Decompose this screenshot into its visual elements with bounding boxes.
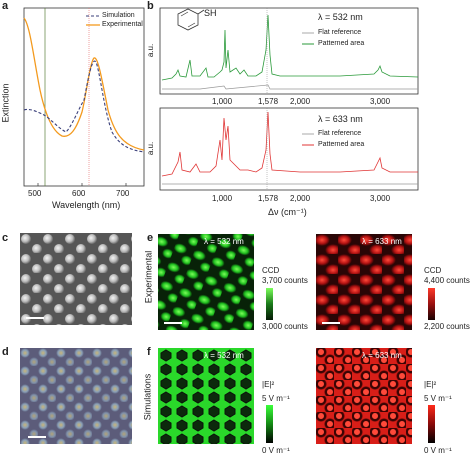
simulation-curve	[23, 60, 145, 153]
b-bottom-patterned-spectrum	[161, 111, 418, 177]
optical-image	[20, 348, 132, 444]
panel-a-xlabel: Wavelength (nm)	[52, 200, 121, 210]
b-bottom-legend-flat: Flat reference	[318, 130, 362, 137]
e-532-lambda: λ = 532 nm	[204, 237, 244, 246]
d-scale-bar	[28, 436, 46, 438]
e-532-cbar-title: CCD	[262, 266, 280, 275]
legend-experimental: Experimental	[102, 21, 143, 28]
b-bottom-xtick-1000: 1,000	[212, 194, 233, 203]
panel-f-label: f	[147, 346, 151, 358]
b-bottom-xtick-1578: 1,578	[258, 194, 279, 203]
e-532-colorbar	[266, 288, 273, 320]
e-row-label: Experimental	[143, 250, 154, 304]
experimental-curve	[23, 17, 145, 151]
b-top-xtick-1578: 1,578	[258, 97, 279, 106]
b-bottom-xtick-2000: 2,000	[290, 194, 311, 203]
f-532-cbar-min: 0 V m⁻¹	[262, 446, 290, 455]
f-532-cbar-title: |E|²	[262, 380, 275, 389]
f-532-lambda: λ = 532 nm	[204, 351, 244, 360]
sem-image	[20, 233, 132, 325]
f-633-cbar-min: 0 V m⁻¹	[424, 446, 452, 455]
a-xtick-500: 500	[28, 189, 42, 198]
panel-e-label: e	[147, 232, 154, 244]
e-532-map: λ = 532 nm	[158, 234, 254, 330]
f-633-lambda: λ = 633 nm	[362, 351, 402, 360]
b-top-patterned-spectrum	[161, 14, 419, 81]
e-633-cbar-max: 4,400 counts	[424, 276, 470, 285]
b-top-legend-flat: Flat reference	[318, 29, 362, 36]
e-532-cbar-max: 3,700 counts	[262, 276, 308, 285]
b-bottom-xtick-3000: 3,000	[370, 194, 391, 203]
f-532-colorbar	[266, 405, 273, 443]
f-633-cbar-max: 5 V m⁻¹	[424, 394, 452, 403]
f-532-cbar-max: 5 V m⁻¹	[262, 394, 290, 403]
b-bottom-ylabel: a.u.	[146, 141, 156, 156]
a-xtick-600: 600	[72, 189, 86, 198]
b-top-xtick-2000: 2,000	[290, 97, 311, 106]
f-633-cbar-title: |E|²	[424, 380, 437, 389]
b-bottom-lambda: λ = 633 nm	[318, 114, 363, 124]
b-top-xtick-1000: 1,000	[212, 97, 233, 106]
f-633-map: λ = 633 nm	[316, 348, 412, 444]
f-532-map: λ = 532 nm	[158, 348, 254, 444]
a-xtick-700: 700	[116, 189, 130, 198]
b-top-xtick-3000: 3,000	[370, 97, 391, 106]
e-633-lambda: λ = 633 nm	[362, 237, 402, 246]
e-532-cbar-min: 3,000 counts	[262, 322, 308, 331]
panel-b-label: b	[147, 0, 154, 12]
legend-simulation: Simulation	[102, 12, 135, 19]
thiophenol-molecule-icon	[177, 8, 205, 31]
e-532-scale-bar	[164, 322, 182, 324]
molecule-sh-label: SH	[204, 8, 217, 18]
f-row-label: Simulations	[142, 373, 153, 421]
f-633-colorbar	[428, 405, 435, 443]
panel-a-label: a	[2, 0, 9, 12]
c-scale-bar	[26, 317, 44, 319]
b-xlabel: Δν (cm⁻¹)	[268, 207, 307, 217]
e-633-cbar-min: 2,200 counts	[424, 322, 470, 331]
e-633-map: λ = 633 nm	[316, 234, 412, 330]
b-top-flat-spectrum	[162, 84, 418, 90]
b-top-lambda: λ = 532 nm	[318, 12, 363, 22]
panel-c-label: c	[2, 232, 9, 244]
e-633-scale-bar	[322, 322, 340, 324]
e-633-cbar-title: CCD	[424, 266, 442, 275]
b-bottom-legend-patterned: Patterned area	[318, 141, 365, 148]
e-633-colorbar	[428, 288, 435, 320]
panel-d-label: d	[2, 346, 9, 358]
b-top-legend-patterned: Patterned area	[318, 40, 365, 47]
